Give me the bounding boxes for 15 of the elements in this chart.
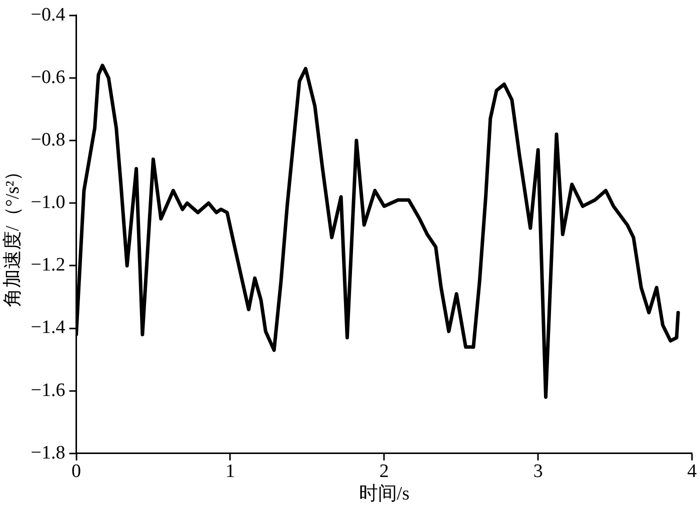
y-tick-label: −0.8	[30, 130, 66, 151]
x-tick-label: 3	[533, 460, 543, 482]
y-tick-label: −0.6	[30, 66, 66, 88]
y-tick-label: −1.2	[30, 254, 66, 276]
x-tick-label: 0	[72, 460, 82, 482]
y-tick-label: −0.4	[30, 4, 66, 26]
y-axis-title: 角加速度/（°/s²）	[1, 162, 24, 308]
y-tick-label: −1.4	[30, 317, 66, 338]
x-tick-label: 4	[687, 460, 698, 482]
x-tick-label: 2	[379, 460, 389, 482]
x-axis-title: 时间/s	[358, 484, 410, 505]
y-tick-label: −1.6	[30, 380, 66, 401]
x-tick-label: 1	[225, 460, 235, 482]
y-tick-label: −1.0	[30, 192, 66, 214]
y-tick-label: −1.8	[30, 442, 66, 464]
